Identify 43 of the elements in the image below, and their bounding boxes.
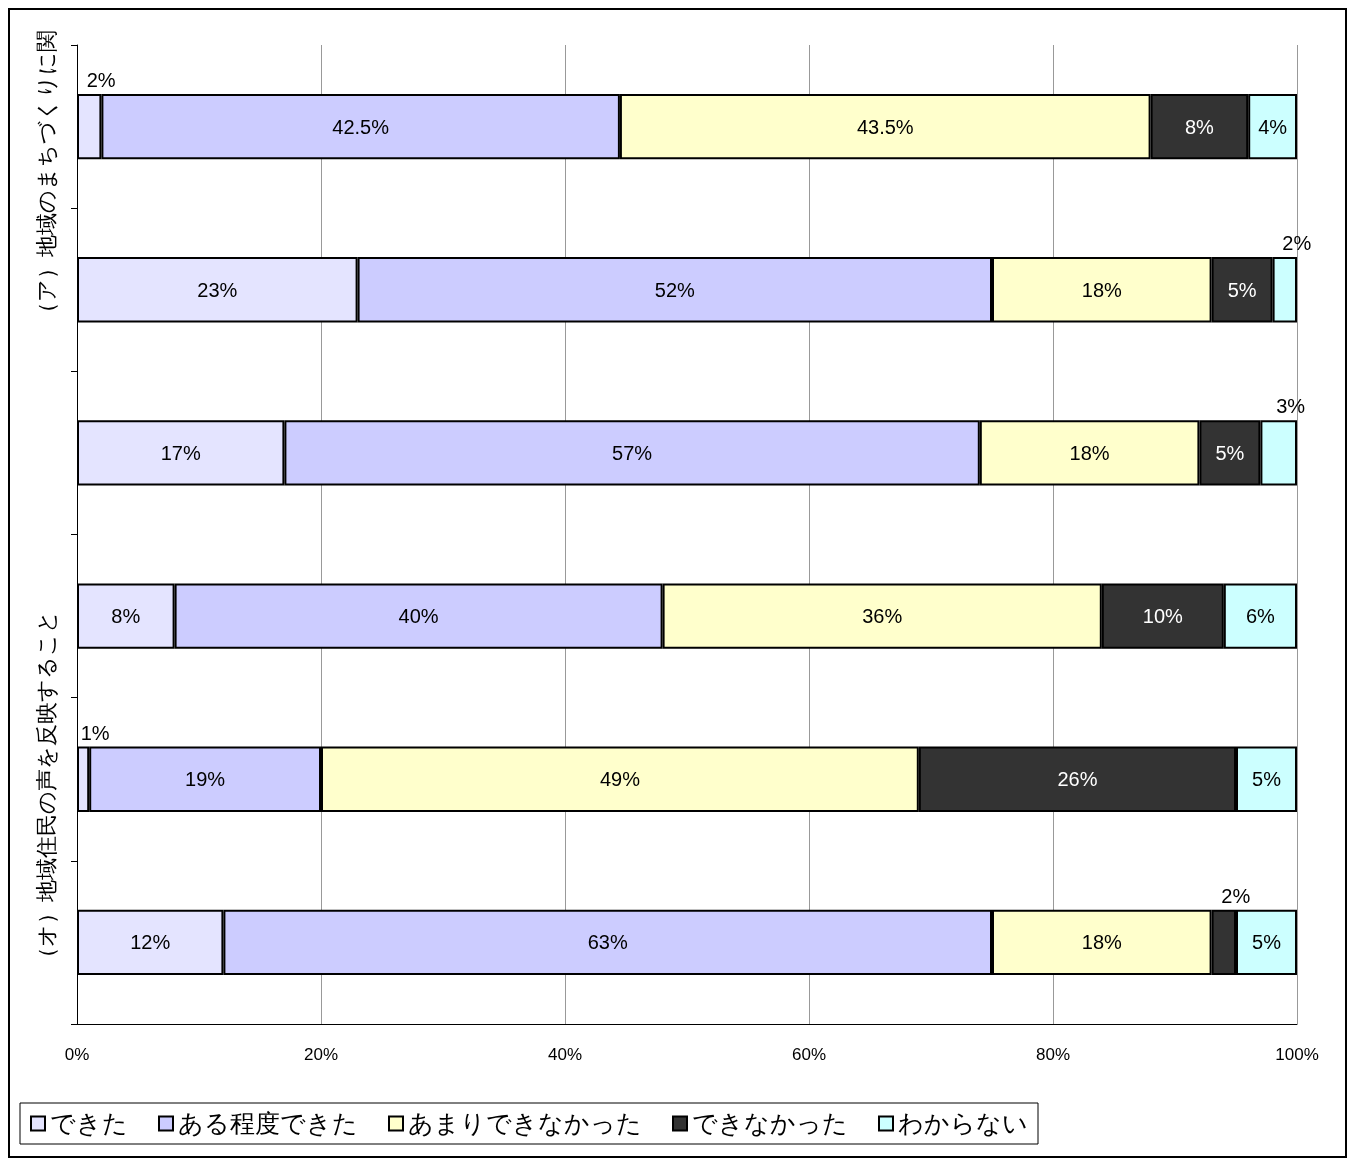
data-label: 8% xyxy=(111,605,141,628)
data-label: 43.5% xyxy=(856,115,914,138)
data-label: 6% xyxy=(1245,605,1276,628)
data-label: 18% xyxy=(1081,278,1123,301)
data-label: 23% xyxy=(197,278,238,301)
data-label: 52% xyxy=(654,278,696,301)
data-label: 57% xyxy=(612,441,653,464)
data-label: 4% xyxy=(1258,115,1288,138)
x-tick-label: 0% xyxy=(64,1045,90,1064)
data-label: 10% xyxy=(1142,605,1184,628)
data-label: 18% xyxy=(1081,931,1123,954)
data-label: 42.5% xyxy=(332,115,390,138)
x-tick-label: 40% xyxy=(547,1045,583,1064)
x-tick-label: 80% xyxy=(1035,1045,1071,1064)
data-label: 17% xyxy=(160,441,201,464)
x-tick-label: 100% xyxy=(1275,1045,1319,1064)
data-label: 49% xyxy=(599,768,641,791)
data-label: 2% xyxy=(1282,232,1312,255)
data-label: 36% xyxy=(862,605,903,628)
data-label: 63% xyxy=(587,931,628,954)
data-label: 5% xyxy=(1252,768,1282,791)
data-label: 19% xyxy=(185,768,226,791)
data-label: 2% xyxy=(86,68,116,91)
text: （オ）地域住民の声を反映すること xyxy=(33,610,59,969)
data-label: 40% xyxy=(398,605,439,628)
legend-label: あまりできなかった xyxy=(408,1109,642,1138)
legend-label: できなかった xyxy=(692,1109,848,1138)
data-label: 8% xyxy=(1184,115,1215,138)
legend-label: できた xyxy=(50,1109,128,1138)
data-label: 5% xyxy=(1227,278,1257,301)
data-label: 18% xyxy=(1069,441,1110,464)
legend-label: わからない xyxy=(898,1109,1028,1138)
data-label: 2% xyxy=(1221,884,1251,907)
data-label: 26% xyxy=(1057,768,1098,791)
text: （ア）地域のまちづくりに関 xyxy=(33,30,59,324)
x-tick-label: 20% xyxy=(303,1045,339,1064)
data-label: 3% xyxy=(1276,395,1306,418)
legend-label: ある程度できた xyxy=(178,1109,358,1138)
data-label: 12% xyxy=(130,931,171,954)
data-label: 1% xyxy=(80,721,110,744)
data-label: 5% xyxy=(1252,931,1282,954)
x-tick-label: 60% xyxy=(791,1045,827,1064)
data-label: 5% xyxy=(1215,441,1245,464)
